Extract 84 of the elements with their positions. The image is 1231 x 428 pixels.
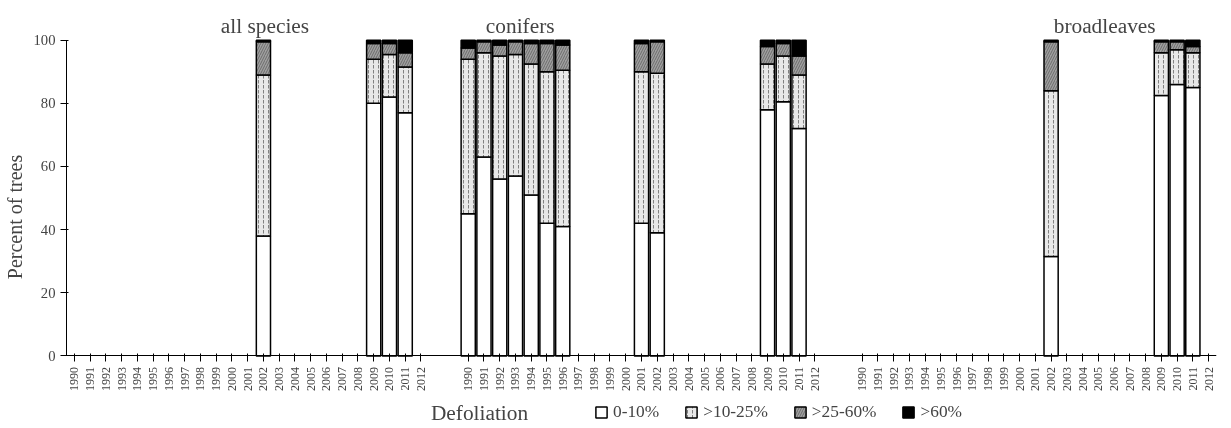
x-tick-label: 2000 — [1012, 366, 1027, 391]
x-tick-label: 1995 — [933, 366, 948, 391]
y-tick-label: 100 — [33, 32, 56, 49]
x-tick-label: 2003 — [272, 366, 287, 391]
x-tick-label: 2004 — [287, 366, 302, 391]
text: broadleaves — [1053, 14, 1156, 39]
x-tick-label: 2011 — [792, 366, 807, 391]
x-tick-label: 2010 — [1170, 366, 1185, 391]
x-tick-label: 1993 — [902, 366, 917, 391]
x-tick-label: 2011 — [398, 366, 413, 391]
x-tick-label: 2012 — [413, 366, 428, 391]
legend-label: >25-60% — [811, 402, 877, 422]
x-tick-label: 2011 — [1185, 366, 1200, 391]
x-tick-label: 1999 — [602, 366, 617, 391]
x-tick-label: 1994 — [524, 366, 539, 391]
x-tick-label: 2010 — [776, 366, 791, 391]
y-axis-title: Percent of trees — [3, 154, 26, 280]
x-tick-label: 1990 — [461, 366, 476, 391]
x-tick-label: 1993 — [114, 366, 129, 391]
x-tick-label: 2010 — [382, 366, 397, 391]
legend-label: 0-10% — [613, 402, 660, 422]
legend-title: Defoliation — [430, 400, 529, 425]
x-tick-label: 1998 — [193, 366, 208, 391]
x-tick-label: 1990 — [67, 366, 82, 391]
x-tick-label: 2002 — [1044, 366, 1059, 391]
x-tick-label: 1992 — [492, 366, 507, 391]
x-tick-label: 2000 — [618, 366, 633, 391]
x-tick-label: 2012 — [1201, 366, 1216, 391]
text: conifers — [485, 14, 555, 39]
x-tick-label: 1995 — [539, 366, 554, 391]
x-tick-label: 1998 — [587, 366, 602, 391]
x-tick-label: 1995 — [146, 366, 161, 391]
x-tick-label: 1999 — [209, 366, 224, 391]
x-tick-label: 1996 — [949, 366, 964, 391]
x-tick-label: 1997 — [571, 366, 586, 391]
x-tick-label: 2008 — [350, 366, 365, 391]
x-tick-label: 1992 — [98, 366, 113, 391]
text: all species — [220, 14, 310, 39]
x-tick-label: 2012 — [807, 366, 822, 391]
x-tick-label: 2009 — [366, 366, 381, 391]
x-tick-label: 2003 — [1059, 366, 1074, 391]
x-tick-label: 2004 — [681, 366, 696, 391]
x-tick-label: 2008 — [744, 366, 759, 391]
x-tick-label: 1992 — [886, 366, 901, 391]
x-tick-label: 1997 — [177, 366, 192, 391]
x-tick-label: 1994 — [918, 366, 933, 391]
x-tick-label: 2003 — [666, 366, 681, 391]
x-tick-label: 2005 — [697, 366, 712, 391]
x-tick-label: 1993 — [508, 366, 523, 391]
y-tick-label: 20 — [40, 284, 56, 301]
legend-label: >10-25% — [703, 402, 768, 422]
x-tick-label: 2008 — [1138, 366, 1153, 391]
x-tick-label: 1990 — [855, 366, 870, 391]
y-tick-label: 80 — [40, 95, 56, 112]
x-tick-label: 2007 — [335, 366, 350, 391]
x-tick-label: 1997 — [965, 366, 980, 391]
x-tick-label: 2009 — [1154, 366, 1169, 391]
x-tick-label: 2006 — [319, 366, 334, 391]
x-tick-label: 2005 — [303, 366, 318, 391]
x-tick-label: 2007 — [1122, 366, 1137, 391]
x-tick-label: 2007 — [729, 366, 744, 391]
x-tick-label: 2002 — [650, 366, 665, 391]
x-tick-label: 1996 — [161, 366, 176, 391]
x-tick-label: 2001 — [1028, 366, 1043, 391]
x-tick-label: 1996 — [555, 366, 570, 391]
x-tick-label: 2001 — [240, 366, 255, 391]
y-tick-label: 0 — [48, 347, 56, 364]
x-tick-label: 2006 — [1107, 366, 1122, 391]
x-tick-label: 1991 — [83, 366, 98, 391]
x-tick-label: 2004 — [1075, 366, 1090, 391]
x-tick-label: 1994 — [130, 366, 145, 391]
x-tick-label: 2006 — [713, 366, 728, 391]
y-tick-label: 40 — [40, 221, 56, 238]
x-tick-label: 2001 — [634, 366, 649, 391]
x-tick-label: 1991 — [476, 366, 491, 391]
x-tick-label: 2009 — [760, 366, 775, 391]
legend-label: >60% — [920, 402, 963, 422]
x-tick-label: 1998 — [981, 366, 996, 391]
x-tick-label: 2000 — [224, 366, 239, 391]
x-tick-label: 1991 — [870, 366, 885, 391]
x-tick-label: 2005 — [1091, 366, 1106, 391]
x-tick-label: 2002 — [256, 366, 271, 391]
y-tick-label: 60 — [40, 158, 56, 175]
x-tick-label: 1999 — [996, 366, 1011, 391]
